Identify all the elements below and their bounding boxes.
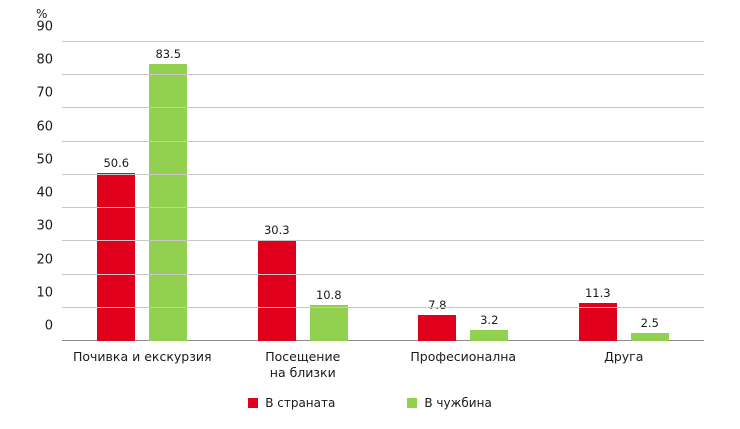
bar-column: 50.6 xyxy=(97,42,136,341)
plot-area: 50.6 83.5 30.3 10.8 7.8 3.2 11.3 2.5 0 10 20 30 40 5… xyxy=(36,20,704,341)
bar-value-label: 83.5 xyxy=(155,46,182,61)
gridline xyxy=(62,41,704,42)
bar-column: 11.3 xyxy=(578,42,617,341)
gridline xyxy=(62,273,704,275)
bar-value-label: 10.8 xyxy=(315,288,342,303)
gridline xyxy=(62,107,704,109)
legend-swatch xyxy=(248,398,259,408)
legend-item: В страната xyxy=(248,396,335,410)
legend-label: В чужбина xyxy=(424,396,492,410)
bar-column: 7.8 xyxy=(418,42,457,341)
y-tick-label: 60 xyxy=(36,119,53,135)
bar xyxy=(418,315,457,341)
bar-column: 2.5 xyxy=(630,42,669,341)
bar-value-label: 30.3 xyxy=(263,223,290,238)
bar-value-label: 3.2 xyxy=(480,313,499,328)
y-tick-label: 50 xyxy=(36,152,53,168)
legend: В страната В чужбина xyxy=(0,396,740,410)
x-category-label: Професионална xyxy=(410,349,517,364)
x-axis-line xyxy=(62,340,704,341)
y-tick-label: 40 xyxy=(36,185,53,201)
gridline xyxy=(62,140,704,142)
x-category-label: Почивка и екскурзия xyxy=(73,349,212,364)
legend-item: В чужбина xyxy=(407,396,492,410)
gridline xyxy=(62,306,704,308)
y-tick-label: 30 xyxy=(36,218,53,234)
gridline xyxy=(62,240,704,242)
gridline xyxy=(62,173,704,175)
gridline xyxy=(62,74,704,76)
y-tick-label: 0 xyxy=(44,318,53,334)
bar xyxy=(578,303,617,341)
bar-group: 50.6 83.5 xyxy=(62,42,223,341)
y-tick-label: 20 xyxy=(36,252,53,268)
gridline xyxy=(62,207,704,209)
bar-group: 11.3 2.5 xyxy=(544,42,705,341)
bar-group: 30.3 10.8 xyxy=(223,42,384,341)
bar-column: 3.2 xyxy=(470,42,509,341)
bar-value-label: 7.8 xyxy=(428,298,447,313)
bar-groups: 50.6 83.5 30.3 10.8 7.8 3.2 11.3 2.5 xyxy=(62,42,704,341)
bar xyxy=(97,172,136,341)
bar-value-label: 2.5 xyxy=(640,315,659,330)
bar xyxy=(470,330,509,341)
bar-column: 30.3 xyxy=(257,42,296,341)
x-category-label: Посещение на близки xyxy=(265,349,341,381)
bar-column: 10.8 xyxy=(309,42,348,341)
bar-column: 83.5 xyxy=(149,42,188,341)
bar-value-label: 50.6 xyxy=(103,155,130,170)
bar xyxy=(309,305,348,341)
y-tick-label: 10 xyxy=(36,285,53,301)
bar xyxy=(149,63,188,341)
x-category-label: Друга xyxy=(604,349,644,364)
bar-value-label: 11.3 xyxy=(584,286,611,301)
bar xyxy=(257,240,296,341)
bar xyxy=(630,332,669,341)
y-axis-unit-label: % xyxy=(36,7,48,21)
y-tick-label: 90 xyxy=(36,19,53,35)
legend-swatch xyxy=(407,398,418,408)
y-tick-label: 80 xyxy=(36,52,53,68)
x-axis-labels: Почивка и екскурзия Посещение на близки Пр… xyxy=(62,349,704,382)
legend-label: В страната xyxy=(265,396,336,410)
y-tick-label: 70 xyxy=(36,85,53,101)
bar-group: 7.8 3.2 xyxy=(383,42,544,341)
